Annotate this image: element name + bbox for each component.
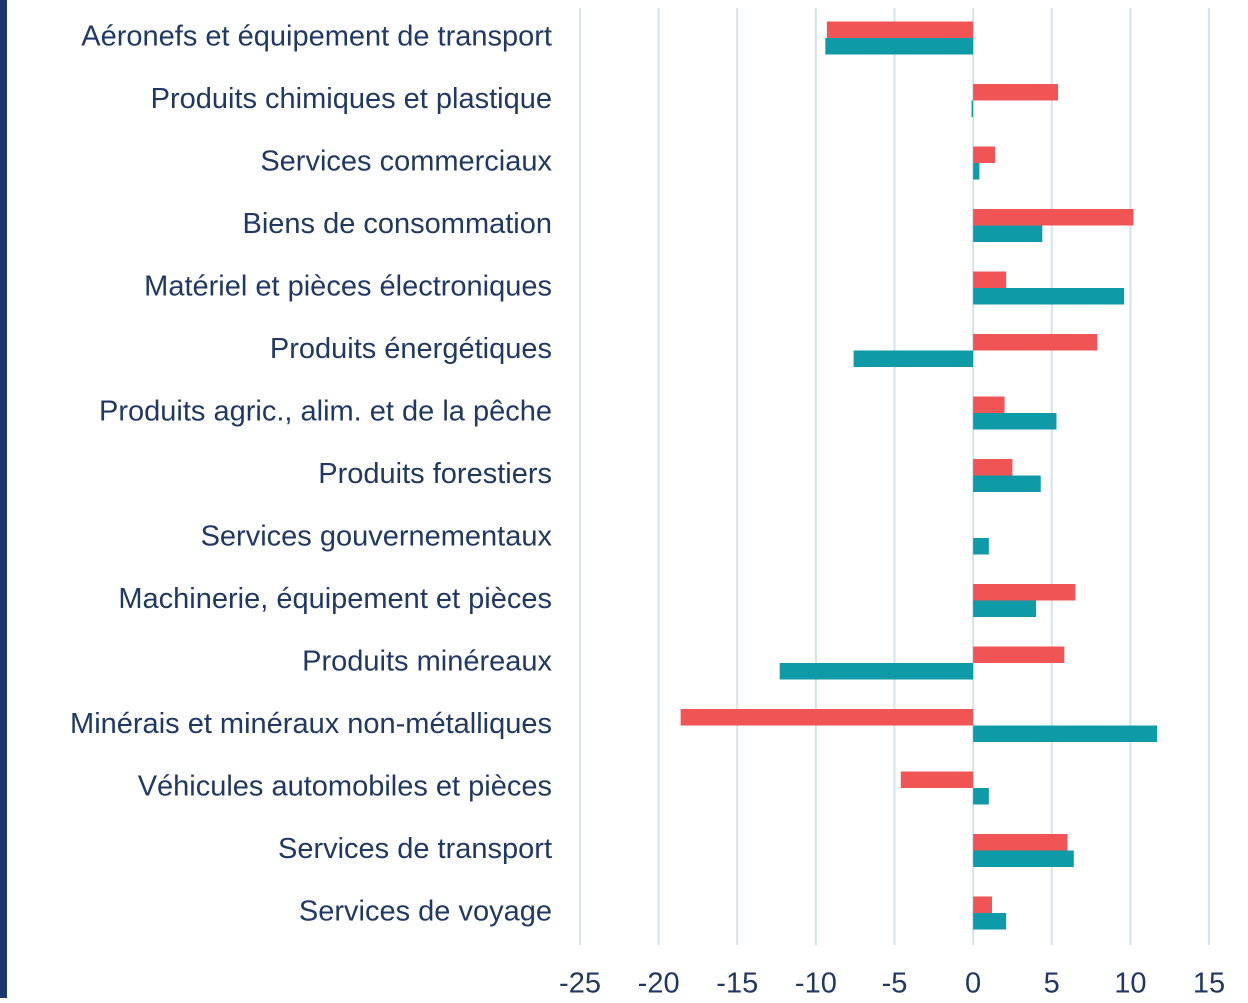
x-tick-label: -25 [559,968,601,998]
bar [973,271,1007,288]
bar [973,896,992,913]
y-tick-label: Services gouvernementaux [201,521,553,553]
bar [973,788,989,805]
bar [973,334,1098,351]
bar [779,663,974,680]
y-tick-label: Services de transport [278,833,552,865]
bar [973,225,1043,242]
bar [973,646,1065,663]
bar [973,600,1037,617]
bar [973,209,1134,226]
x-tick-label: -20 [638,968,680,998]
bar [973,459,1013,476]
x-tick-label: 15 [1193,968,1225,998]
y-tick-label: Matériel et pièces électroniques [144,271,552,303]
y-tick-label: Produits énergétiques [270,333,552,365]
x-tick-label: -10 [795,968,837,998]
y-tick-label: Véhicules automobiles et pièces [138,771,552,803]
bar [973,146,996,163]
bar [973,834,1068,851]
y-tick-label: Produits minéreaux [302,646,552,678]
bar [973,396,1005,413]
x-tick-label: -5 [882,968,908,998]
bar [973,475,1041,492]
bar [973,163,980,180]
bar [680,709,974,726]
y-tick-label: Services de voyage [299,896,552,928]
y-tick-label: Aéronefs et équipement de transport [81,21,552,53]
y-tick-label: Produits forestiers [318,458,552,490]
bar [973,850,1074,867]
y-tick-label: Biens de consommation [243,208,553,240]
x-tick-label: 10 [1114,968,1146,998]
bar [973,538,989,555]
y-tick-label: Minérais et minéraux non-métalliques [70,708,552,740]
bar [825,38,974,55]
bar [973,725,1158,742]
side-bar [0,0,7,998]
bar [973,913,1007,930]
bar [973,413,1057,430]
y-tick-label: Machinerie, équipement et pièces [118,583,552,615]
bar [826,21,974,38]
x-tick-label: 0 [965,968,981,998]
bar [973,288,1125,305]
y-tick-label: Services commerciaux [260,146,552,178]
bar [971,100,974,117]
bar [900,771,974,788]
y-tick-label: Produits agric., alim. et de la pêche [99,396,552,428]
bar [973,84,1059,101]
bar [853,350,974,367]
bar [973,584,1076,601]
x-tick-label: 5 [1044,968,1060,998]
x-tick-label: -15 [716,968,758,998]
y-tick-label: Produits chimiques et plastique [151,83,552,115]
